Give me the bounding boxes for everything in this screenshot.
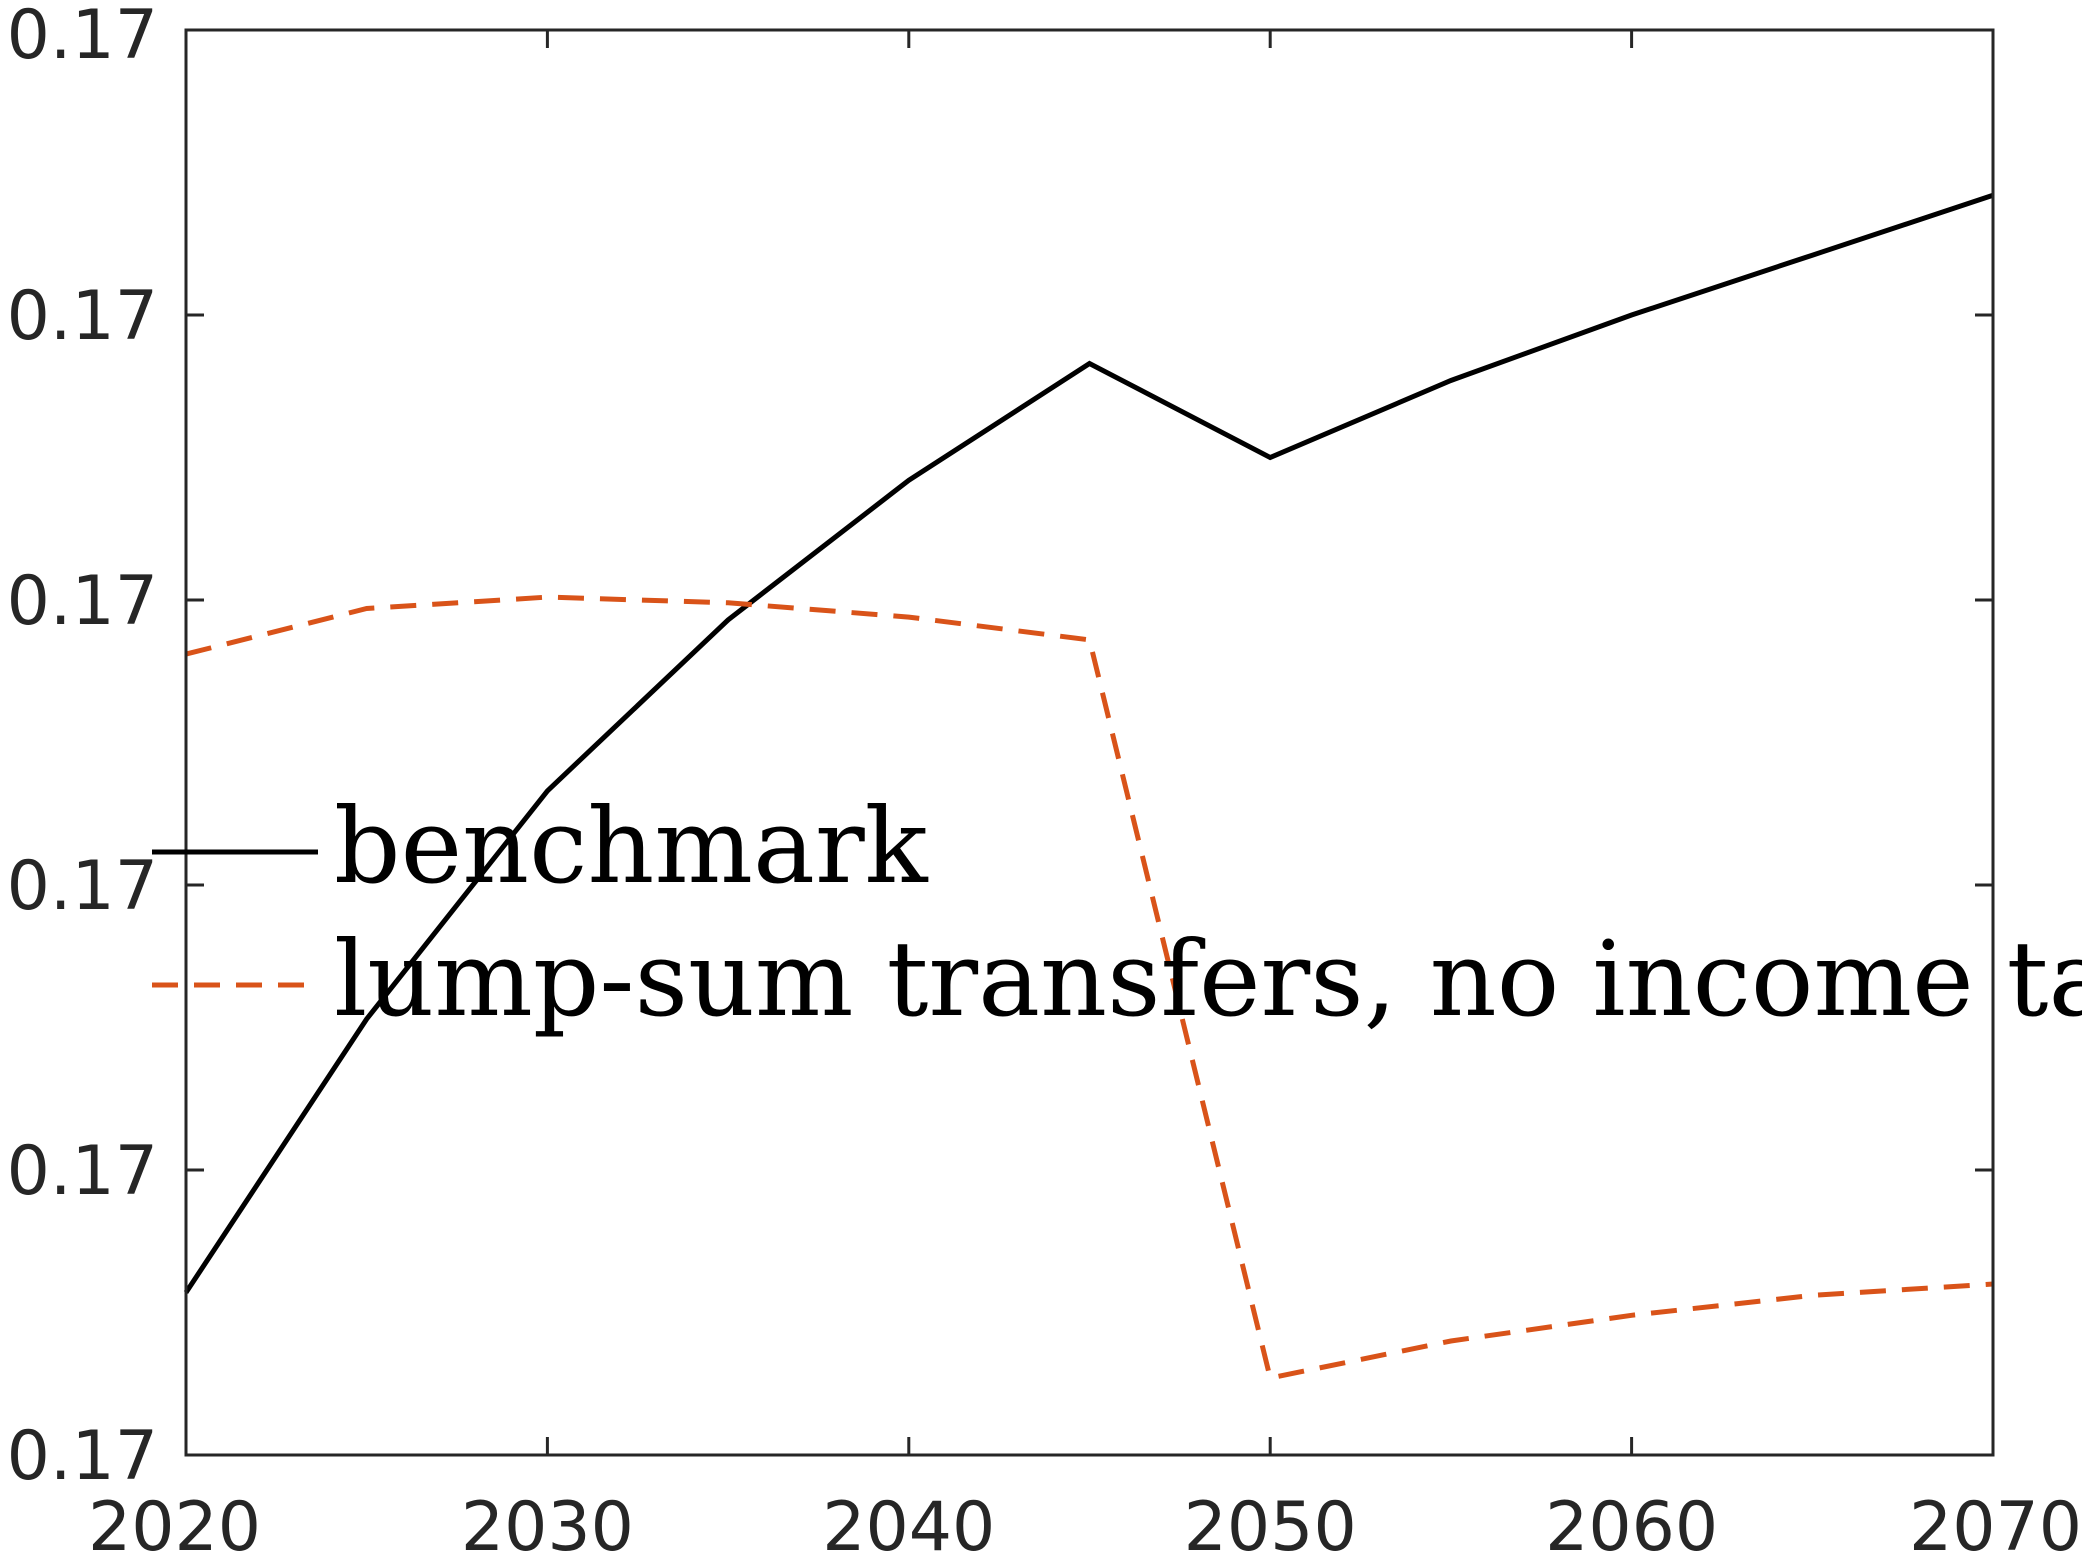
x-tick-label: 2040 [822, 1488, 995, 1554]
series-line-1 [183, 192, 1994, 1294]
y-tick-label: 0.17 [7, 1132, 158, 1211]
y-tick-label: 0.17 [7, 562, 158, 641]
x-tick-label: 2030 [461, 1488, 634, 1554]
legend-label-2: lump-sum transfers, no income tax [334, 918, 2082, 1040]
legend-label-1: benchmark [334, 785, 929, 907]
x-tick-label: 2020 [88, 1488, 261, 1554]
series-line-2 [185, 594, 1994, 1381]
plot-frame [184, 28, 1995, 1457]
y-tick-label: 0.17 [7, 847, 158, 926]
x-tick-label: 2050 [1184, 1488, 1357, 1554]
y-tick-label: 0.17 [7, 0, 158, 75]
series-layer [183, 192, 1994, 1381]
x-tick-label: 2060 [1545, 1488, 1718, 1554]
x-tick-label: 2070 [1909, 1488, 2082, 1554]
tick-labels-layer: 2020 2030 2040 2050 2060 2070 0.17 0.17 0.17 0.17… [7, 0, 2082, 1554]
y-tick-label: 0.17 [7, 1417, 158, 1496]
ticks-layer [184, 28, 1995, 1457]
y-tick-label: 0.17 [7, 277, 158, 356]
